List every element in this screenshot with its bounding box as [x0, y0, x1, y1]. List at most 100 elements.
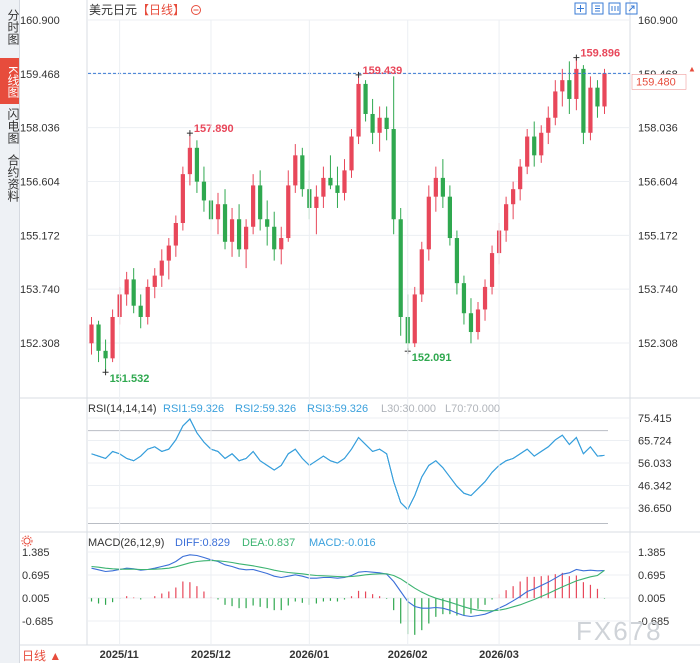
- rsi-axis-tick: 75.415: [638, 413, 672, 425]
- watermark: FX678: [576, 616, 663, 646]
- settings-icon[interactable]: [191, 5, 201, 15]
- candle: [96, 320, 101, 363]
- price-up-arrow-icon: ▲: [688, 64, 696, 73]
- candle: [511, 181, 516, 220]
- candle: [236, 204, 242, 257]
- current-price-value: 159.480: [636, 76, 676, 88]
- candle: [187, 133, 192, 186]
- candle: [546, 106, 551, 145]
- macd-axis-tick-left: 0.005: [22, 593, 50, 605]
- candle: [229, 207, 235, 257]
- candle: [286, 170, 291, 242]
- candle: [201, 166, 207, 212]
- rsi1-value: RSI1:59.326: [163, 403, 224, 415]
- x-axis-label: 2025/12: [191, 649, 231, 661]
- macd-title: MACD(26,12,9): [88, 537, 164, 549]
- price-axis-tick-left: 153.740: [20, 284, 60, 296]
- grid-icon[interactable]: [591, 2, 604, 15]
- candle: [342, 159, 347, 201]
- candle: [349, 129, 354, 178]
- price-axis-tick: 155.172: [638, 230, 678, 242]
- price-axis-tick-left: 156.604: [20, 177, 60, 189]
- price-axis-tick-left: 158.036: [20, 123, 60, 135]
- candle: [279, 226, 284, 265]
- extreme-annotation: 159.896: [573, 48, 620, 61]
- svg-text:152.091: 152.091: [412, 352, 452, 364]
- candle: [377, 106, 382, 152]
- candle: [152, 268, 157, 299]
- candle: [293, 144, 298, 193]
- chart-area: 美元日元 【日线】 160.900160.900159.468159.46815…: [20, 0, 700, 661]
- candle: [166, 238, 171, 280]
- svg-text:159.896: 159.896: [580, 48, 620, 60]
- rsi-title: RSI(14,14,14): [88, 403, 156, 415]
- rsi-series-line: [91, 418, 605, 511]
- candle: [440, 159, 445, 208]
- candle: [595, 80, 600, 118]
- macd-hist-value: MACD:-0.016: [309, 537, 376, 549]
- price-axis-tick: 158.036: [638, 123, 678, 135]
- price-axis-tick: 153.740: [638, 284, 678, 296]
- tab-intraday[interactable]: 分时图: [6, 9, 20, 45]
- export-icon[interactable]: [625, 2, 638, 15]
- candle: [265, 200, 270, 246]
- candle: [588, 76, 593, 141]
- rsi2-value: RSI2:59.326: [235, 403, 296, 415]
- candle: [194, 140, 200, 193]
- price-axis-tick: 152.308: [638, 338, 678, 350]
- x-axis-label: 2026/02: [388, 649, 428, 661]
- current-price-tag: [631, 74, 687, 90]
- macd-axis-tick: 0.005: [638, 593, 666, 605]
- price-axis-tick-left: 160.900: [20, 15, 60, 27]
- rsi-series-line: [91, 418, 605, 511]
- x-axis-label: 2025/11: [100, 649, 139, 661]
- calendar-icon[interactable]: [608, 2, 621, 15]
- candle: [532, 121, 537, 167]
- candle: [145, 279, 150, 325]
- macd-axis-tick: 0.695: [638, 570, 666, 582]
- candle: [244, 219, 249, 269]
- candle: [131, 268, 136, 314]
- macd-axis-tick: 1.385: [638, 547, 666, 559]
- tab-contract-info[interactable]: 合约资料: [6, 154, 20, 202]
- price-axis-tick: 160.900: [638, 15, 678, 27]
- candle: [124, 271, 129, 306]
- candle: [138, 294, 143, 329]
- candle: [518, 159, 523, 201]
- candle: [426, 185, 431, 261]
- price-axis-tick-left: 152.308: [20, 338, 60, 350]
- rsi-l70: L70:70.000: [445, 403, 500, 415]
- candle: [419, 241, 424, 302]
- tab-flash[interactable]: 闪电图: [6, 108, 20, 144]
- candle: [468, 298, 474, 344]
- candle: [159, 249, 164, 287]
- candle: [222, 189, 228, 250]
- candle: [504, 196, 509, 242]
- candle: [363, 80, 368, 122]
- candle: [215, 192, 221, 235]
- candle: [251, 174, 256, 235]
- extreme-annotation: 151.532: [102, 369, 149, 385]
- candle: [258, 170, 263, 231]
- tab-kline[interactable]: K线图: [0, 58, 20, 104]
- candle: [567, 61, 572, 114]
- candle: [560, 68, 565, 107]
- macd-axis-tick: -0.685: [638, 616, 669, 628]
- candle: [180, 166, 185, 231]
- svg-text:159.439: 159.439: [363, 65, 403, 77]
- extreme-annotation: 152.091: [404, 348, 452, 364]
- rsi-axis-tick: 36.650: [638, 503, 672, 515]
- candle: [300, 147, 305, 197]
- candle: [574, 57, 579, 111]
- macd-settings-icon[interactable]: [21, 535, 33, 547]
- period-tag: 【日线】: [137, 3, 185, 17]
- fullscreen-icon[interactable]: [574, 2, 587, 15]
- candle: [461, 275, 467, 325]
- candle: [482, 279, 488, 321]
- candle: [384, 106, 389, 141]
- macd-axis-tick-left: -0.685: [22, 616, 53, 628]
- candle: [110, 309, 115, 363]
- candle: [328, 155, 333, 190]
- candle: [433, 166, 438, 212]
- period-selector[interactable]: 日线 ▲: [22, 649, 62, 663]
